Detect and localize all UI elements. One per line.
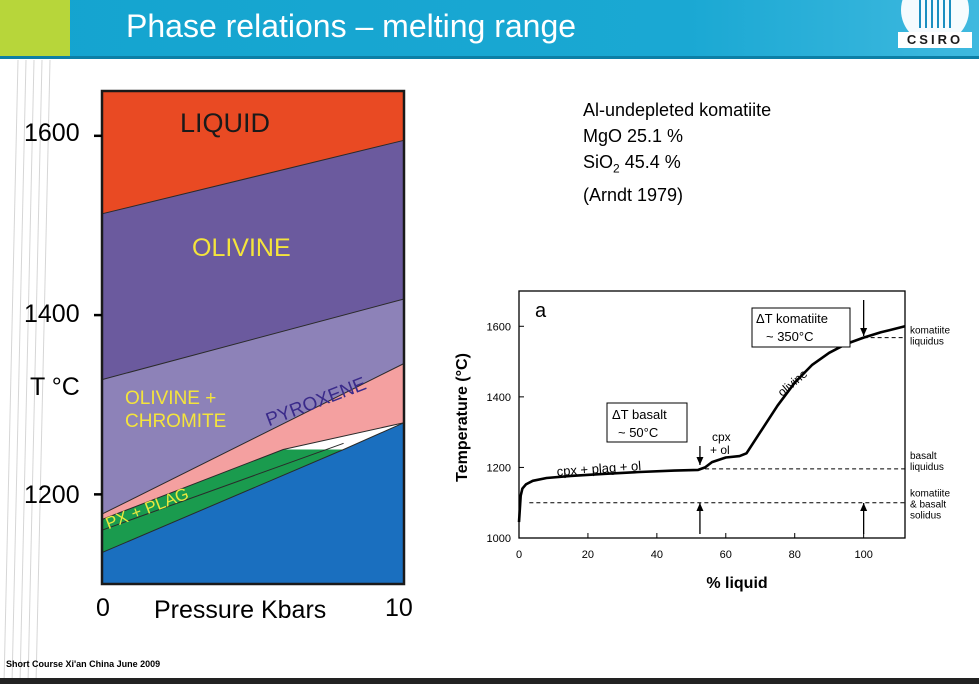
sample-sio2: SiO2 45.4 % (583, 152, 681, 176)
x-tick-label: 10 (385, 594, 413, 622)
y-tick-label: 1200 (487, 462, 511, 474)
curve-label-olivine: olivine (775, 366, 810, 399)
logo-text: CSIRO (898, 32, 972, 48)
x-tick-label: 60 (720, 549, 732, 561)
y-axis-label: T °C (30, 373, 80, 401)
slide-title: Phase relations – melting range (126, 8, 577, 44)
annotation-box-basalt (606, 402, 688, 443)
y-tick-label: 1600 (24, 119, 80, 147)
y-tick-label: 1600 (487, 321, 511, 333)
footer-bar (0, 678, 979, 684)
annotation-text: ~ 350°C (766, 329, 813, 344)
boundary-liquidus (101, 139, 405, 215)
sample-info: Al-undepleted komatiite MgO 25.1 % SiO2 … (583, 97, 771, 208)
region-label-olivine: OLIVINE (192, 234, 291, 262)
arrow-basalt-solidus-head (696, 503, 704, 511)
annotation-box-komatiite (751, 307, 851, 348)
annotation-text: ΔT basalt (612, 407, 667, 422)
region-pyroxene (102, 363, 404, 520)
x-axis-label: Pressure Kbars (154, 596, 327, 624)
arrow-komatiite-liquidus-head (860, 328, 868, 336)
reference-label: liquidus (910, 337, 944, 348)
footer-text: Short Course Xi'an China June 2009 (6, 659, 161, 669)
arrow-komatiite-solidus-head (860, 503, 868, 511)
x-tick-label: 0 (96, 594, 110, 622)
boundary-pyroxene-in (101, 422, 405, 520)
sample-mgo: MgO 25.1 % (583, 126, 684, 146)
curve-label-cpx-ol: + ol (710, 443, 730, 457)
annotation-text: ~ 50°C (618, 425, 658, 440)
region-olivine (102, 140, 404, 380)
reference-label: komatiite (910, 489, 950, 500)
x-tick-label: 40 (651, 549, 663, 561)
reference-label: komatiite (910, 326, 950, 337)
x-axis-label: % liquid (706, 575, 767, 592)
boundary-solidus (101, 422, 405, 554)
region-olivine-chromite (102, 299, 404, 515)
y-tick-label: 1200 (24, 481, 80, 509)
annotation-text: ΔT komatiite (756, 311, 828, 326)
region-label-liquid: LIQUID (180, 108, 271, 138)
y-tick-label: 1400 (24, 300, 80, 328)
header-underline (0, 56, 979, 59)
title-bar (0, 0, 979, 56)
reference-label: solidus (910, 511, 941, 522)
region-liquid (102, 91, 404, 214)
panel-label: a (535, 300, 547, 322)
plot-frame (100, 89, 406, 586)
y-tick-label: 1000 (487, 533, 511, 545)
reference-label: liquidus (910, 462, 944, 473)
x-tick-label: 0 (516, 549, 522, 561)
reference-label: & basalt (910, 500, 946, 511)
boundary-px-plag (101, 442, 344, 531)
arrow-basalt-liquidus-head (696, 457, 704, 465)
decorative-streaks (3, 59, 51, 684)
boundary-chromite-out (101, 363, 405, 515)
reference-label: basalt (910, 451, 937, 462)
x-tick-label: 80 (789, 549, 801, 561)
sample-reference: (Arndt 1979) (583, 184, 684, 205)
series-line (517, 325, 906, 523)
region-label-olivine-chromite: OLIVINE + CHROMITE (125, 388, 227, 432)
curve-label-cpx-ol: cpx (712, 430, 731, 444)
curve-label-cpx-plag-ol: cpx + plag + ol (556, 458, 642, 479)
y-axis-label: Temperature (°C) (454, 353, 471, 482)
y-tick-label: 1400 (487, 392, 511, 404)
x-tick-label: 100 (854, 549, 872, 561)
plot-frame (518, 290, 906, 539)
region-subsolidus (102, 422, 404, 584)
x-tick-label: 20 (582, 549, 594, 561)
boundary-olivine-out (101, 298, 405, 381)
sample-name: Al-undepleted komatiite (583, 100, 772, 120)
header-accent-bar (0, 0, 70, 56)
